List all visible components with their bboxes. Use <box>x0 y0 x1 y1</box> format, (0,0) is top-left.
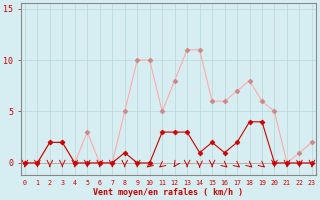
X-axis label: Vent moyen/en rafales ( km/h ): Vent moyen/en rafales ( km/h ) <box>93 188 244 197</box>
